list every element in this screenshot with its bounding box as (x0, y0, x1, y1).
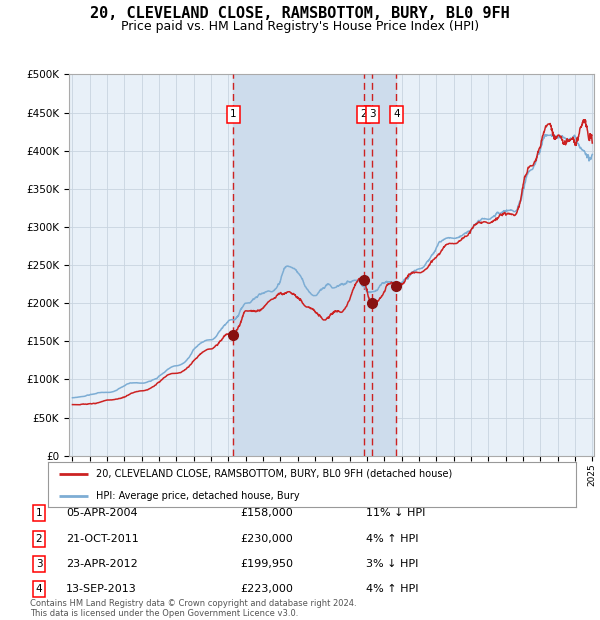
Text: £230,000: £230,000 (240, 534, 293, 544)
Text: £223,000: £223,000 (240, 584, 293, 594)
Bar (233, 74, 397, 456)
Text: 4: 4 (393, 110, 400, 120)
Text: Price paid vs. HM Land Registry's House Price Index (HPI): Price paid vs. HM Land Registry's House … (121, 20, 479, 33)
Text: 1: 1 (230, 110, 236, 120)
Text: 4% ↑ HPI: 4% ↑ HPI (366, 584, 419, 594)
Text: 20, CLEVELAND CLOSE, RAMSBOTTOM, BURY, BL0 9FH: 20, CLEVELAND CLOSE, RAMSBOTTOM, BURY, B… (90, 6, 510, 21)
Text: 3: 3 (35, 559, 43, 569)
Text: 2: 2 (35, 534, 43, 544)
Text: £158,000: £158,000 (240, 508, 293, 518)
Text: 21-OCT-2011: 21-OCT-2011 (66, 534, 139, 544)
Text: 3: 3 (369, 110, 376, 120)
Text: 13-SEP-2013: 13-SEP-2013 (66, 584, 137, 594)
Text: 3% ↓ HPI: 3% ↓ HPI (366, 559, 418, 569)
Text: 2: 2 (360, 110, 367, 120)
Text: 1: 1 (35, 508, 43, 518)
Text: 4% ↑ HPI: 4% ↑ HPI (366, 534, 419, 544)
Text: £199,950: £199,950 (240, 559, 293, 569)
Text: 4: 4 (35, 584, 43, 594)
Text: 11% ↓ HPI: 11% ↓ HPI (366, 508, 425, 518)
Text: HPI: Average price, detached house, Bury: HPI: Average price, detached house, Bury (95, 491, 299, 501)
Text: 20, CLEVELAND CLOSE, RAMSBOTTOM, BURY, BL0 9FH (detached house): 20, CLEVELAND CLOSE, RAMSBOTTOM, BURY, B… (95, 469, 452, 479)
Text: Contains HM Land Registry data © Crown copyright and database right 2024.
This d: Contains HM Land Registry data © Crown c… (30, 599, 356, 618)
Text: 23-APR-2012: 23-APR-2012 (66, 559, 138, 569)
Text: 05-APR-2004: 05-APR-2004 (66, 508, 137, 518)
